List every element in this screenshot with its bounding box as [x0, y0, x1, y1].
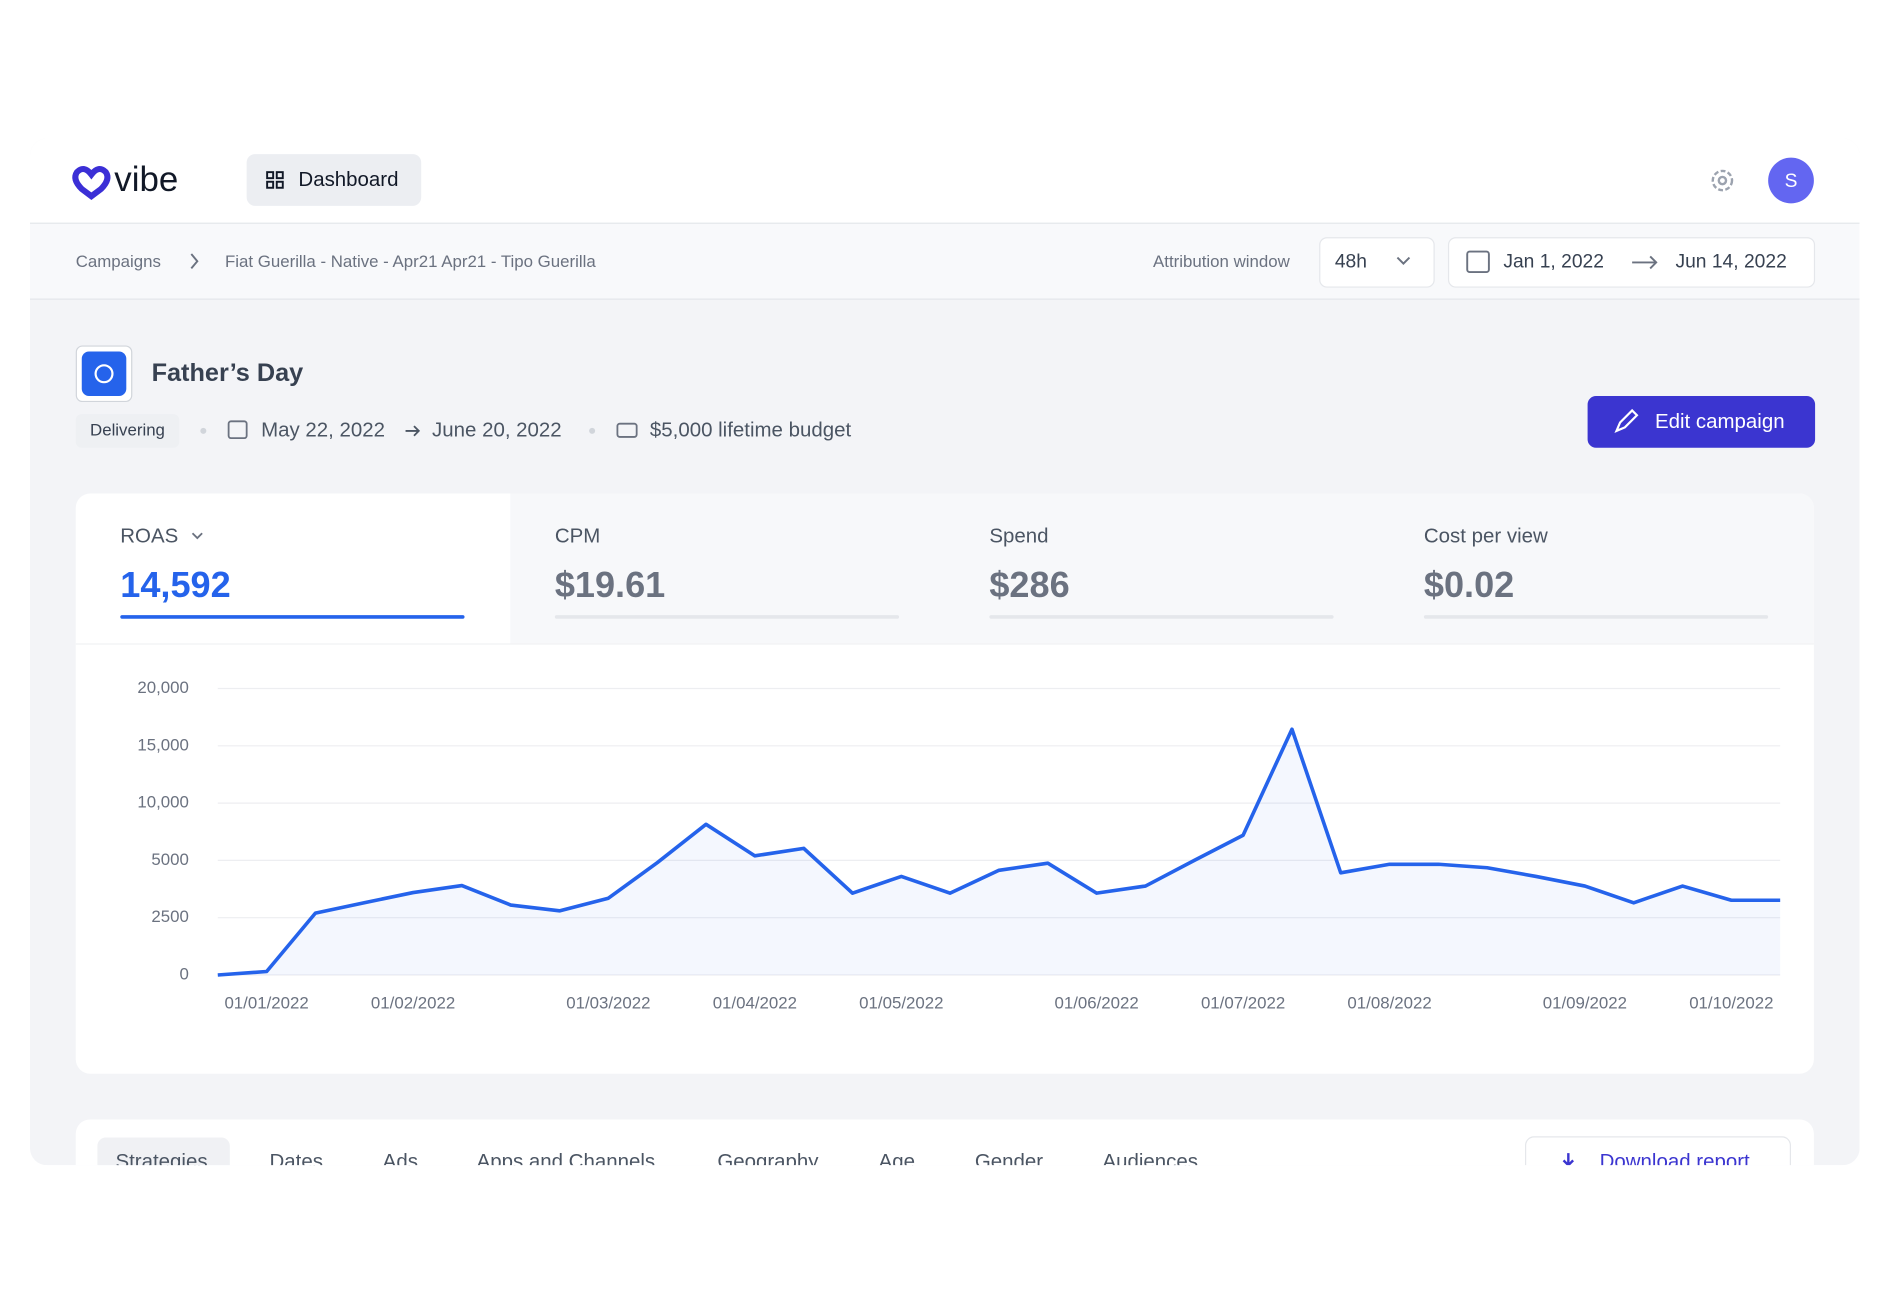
app-window: vibe Dashboard S Campaigns Fiat Guerilla…	[29, 138, 1860, 1197]
x-tick-label: 01/07/2022	[1201, 993, 1285, 1012]
campaign-icon	[81, 351, 127, 397]
tab-active-bg	[97, 1137, 230, 1166]
status-label: Delivering	[90, 420, 165, 439]
y-tick-label: 10,000	[137, 793, 189, 812]
tab[interactable]: Ads	[383, 1150, 418, 1173]
dot	[200, 427, 207, 434]
tab[interactable]: Geography	[717, 1150, 819, 1173]
tab[interactable]: Audiences	[1102, 1150, 1198, 1173]
calendar-icon	[1466, 250, 1490, 273]
download-label[interactable]: Download report	[1600, 1150, 1750, 1173]
arrow-icon	[1632, 255, 1658, 270]
y-tick-label: 20,000	[137, 678, 189, 697]
x-tick-label: 01/06/2022	[1054, 993, 1138, 1012]
settings-icon[interactable]	[1711, 169, 1734, 192]
metric-value[interactable]: $19.61	[555, 564, 665, 605]
metrics-inactive-bg	[510, 493, 1814, 644]
tab[interactable]: Gender	[975, 1150, 1043, 1173]
camera-lens	[94, 364, 114, 384]
campaign-title: Father’s Day	[152, 359, 304, 387]
y-tick-label: 2500	[151, 907, 188, 926]
x-tick-label: 01/05/2022	[859, 993, 943, 1012]
attribution-value[interactable]: 48h	[1335, 251, 1367, 272]
area	[217, 729, 1781, 975]
nav-label[interactable]: Dashboard	[298, 168, 398, 191]
avatar-initial: S	[1785, 171, 1798, 192]
logo-text: vibe	[114, 160, 178, 199]
metric-label[interactable]: Spend	[989, 524, 1048, 547]
calendar-icon	[227, 420, 248, 440]
dashboard-icon	[266, 171, 284, 189]
download-icon	[1562, 1153, 1574, 1166]
breadcrumb-separator	[190, 253, 199, 270]
budget-icon	[616, 422, 638, 438]
date-range-picker[interactable]	[1447, 237, 1816, 288]
x-tick-label: 01/02/2022	[371, 993, 455, 1012]
tabs-panel	[75, 1119, 1814, 1166]
x-tick-label: 01/08/2022	[1347, 993, 1431, 1012]
metric-label[interactable]: CPM	[555, 524, 600, 547]
status-badge	[75, 414, 180, 448]
campaign-budget: $5,000 lifetime budget	[650, 418, 852, 441]
logo-icon	[72, 166, 111, 200]
nav-dashboard[interactable]	[246, 154, 422, 206]
y-tick-label: 0	[180, 964, 189, 983]
tabs: Strategies Dates Ads Apps and Channels Geogr…	[97, 1137, 1198, 1173]
chevron-icon	[1396, 256, 1411, 265]
attribution-label: Attribution window	[1153, 252, 1291, 271]
settings-icon-core	[1717, 175, 1728, 186]
metric-label[interactable]: ROAS	[120, 524, 178, 547]
x-tick-label: 01/04/2022	[713, 993, 797, 1012]
campaign-start: May 22, 2022	[261, 418, 385, 441]
dot	[589, 427, 596, 434]
y-tick-label: 15,000	[137, 735, 189, 754]
edit-campaign-button[interactable]	[1587, 396, 1816, 448]
line	[217, 727, 1781, 977]
attribution-select[interactable]	[1319, 237, 1435, 288]
metric-value[interactable]: $0.02	[1424, 564, 1514, 605]
tab[interactable]: Strategies	[115, 1150, 207, 1173]
date-start[interactable]: Jan 1, 2022	[1503, 251, 1604, 272]
avatar[interactable]	[1768, 157, 1814, 204]
metric-value[interactable]: $286	[989, 564, 1069, 605]
x-tick-label: 01/03/2022	[566, 993, 650, 1012]
metric-value[interactable]: 14,592	[120, 564, 230, 605]
metric-underline	[120, 615, 465, 619]
tab[interactable]: Dates	[270, 1150, 323, 1173]
metric-tabs: ROAS 14,592 CPM $19.61 Spend $286 Cost per vie…	[120, 524, 1769, 619]
tab[interactable]: Age	[879, 1150, 915, 1173]
chart: 0 2500 5000 10,000 15,000 20,000 01/01/2022 01/…	[137, 678, 1781, 1012]
breadcrumb-item[interactable]: Campaigns	[76, 252, 161, 271]
date-end[interactable]: Jun 14, 2022	[1675, 251, 1786, 272]
download-button[interactable]	[1525, 1136, 1792, 1197]
metric-underline	[1423, 615, 1769, 619]
edit-campaign-label[interactable]: Edit campaign	[1655, 410, 1785, 433]
metric-underline	[554, 615, 900, 619]
y-tick-label: 5000	[151, 850, 188, 869]
pencil-icon	[1614, 408, 1639, 433]
metric-label[interactable]: Cost per view	[1424, 524, 1548, 547]
arrow-icon	[405, 425, 421, 437]
x-tick-label: 01/10/2022	[1689, 993, 1773, 1012]
tab[interactable]: Apps and Channels	[477, 1150, 656, 1173]
chevron-icon	[191, 532, 203, 540]
campaign-end: June 20, 2022	[432, 418, 562, 441]
x-tick-label: 01/01/2022	[224, 993, 308, 1012]
x-tick-label: 01/09/2022	[1543, 993, 1627, 1012]
breadcrumb-item[interactable]: Fiat Guerilla - Native - Apr21 Apr21 - T…	[225, 252, 596, 271]
metric-underline	[989, 615, 1334, 619]
